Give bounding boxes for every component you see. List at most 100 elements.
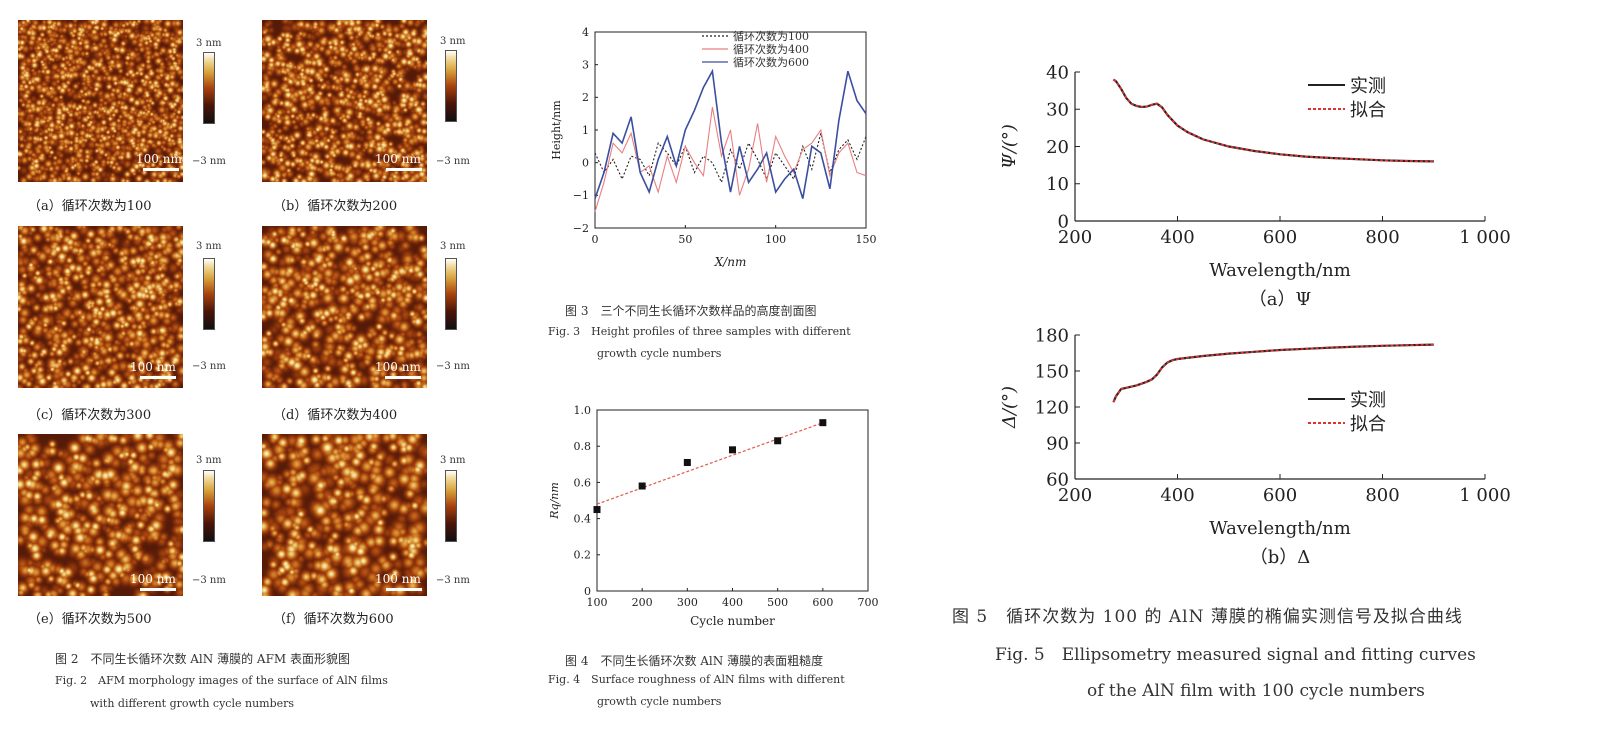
y-tick-label: 0 xyxy=(584,585,591,598)
scalebar-f xyxy=(386,588,422,591)
y-tick-label: −1 xyxy=(573,189,589,202)
data-point xyxy=(774,437,782,445)
x-tick-label: 600 xyxy=(1263,227,1297,248)
data-point xyxy=(683,458,691,466)
scalebar-e xyxy=(140,588,176,591)
fig3-caption-en-1: Fig. 3 Height profiles of three samples … xyxy=(548,325,851,338)
afm-label-f: （f）循环次数为600 xyxy=(273,612,394,627)
y-tick-label: 0.2 xyxy=(574,549,592,562)
fig2-caption-en-2: with different growth cycle numbers xyxy=(90,697,295,710)
colorbar-bottom-f: −3 nm xyxy=(436,575,470,586)
scalebar-label-a: 100 nm xyxy=(136,152,182,166)
data-point xyxy=(638,482,646,490)
x-tick-label: 500 xyxy=(767,596,788,609)
x-tick-label: 50 xyxy=(678,233,692,246)
afm-image-f xyxy=(262,434,427,596)
colorbar-d xyxy=(445,258,457,330)
scalebar-label-b: 100 nm xyxy=(375,152,421,166)
series-line-2 xyxy=(1112,78,1434,163)
legend-label-3: 循环次数为600 xyxy=(733,55,809,69)
y-tick-label: 90 xyxy=(1046,433,1069,454)
colorbar-top-b: 3 nm xyxy=(440,36,466,47)
y-tick-label: 4 xyxy=(582,26,589,39)
y-axis-label: Δ/(°) xyxy=(999,386,1020,429)
fig3-caption-cn: 图 3 三个不同生长循环次数样品的高度剖面图 xyxy=(565,304,817,318)
y-tick-label: 0.4 xyxy=(574,512,592,525)
afm-image-c xyxy=(18,226,183,388)
colorbar-e xyxy=(203,470,215,542)
x-tick-label: 300 xyxy=(677,596,698,609)
fig3-chart: 0 50 100 150 −2 −1 0 1 2 3 4 循环次数为100循环次数为400循环次数为6… xyxy=(550,26,877,269)
afm-label-d: （d）循环次数为400 xyxy=(273,408,398,423)
afm-image-d xyxy=(262,226,427,388)
fig2-caption-cn: 图 2 不同生长循环次数 AlN 薄膜的 AFM 表面形貌图 xyxy=(55,652,350,666)
fig2-caption-en-1: Fig. 2 AFM morphology images of the surf… xyxy=(55,674,388,687)
x-tick-label: 0 xyxy=(592,233,599,246)
y-tick-label: 0.6 xyxy=(574,476,592,489)
y-tick-label: 40 xyxy=(1046,62,1069,83)
x-tick-label: 1 000 xyxy=(1459,485,1510,506)
y-tick-label: 1 xyxy=(582,124,589,137)
data-point xyxy=(593,506,601,514)
x-tick-label: 400 xyxy=(1160,227,1194,248)
y-tick-label: 60 xyxy=(1046,469,1069,490)
colorbar-bottom-a: −3 nm xyxy=(192,156,226,167)
legend-label-2: 拟合 xyxy=(1350,414,1386,435)
x-axis-label: X/nm xyxy=(714,255,747,269)
scalebar-d xyxy=(385,376,421,379)
plot-frame xyxy=(596,409,869,592)
afm-image-b xyxy=(262,20,427,182)
x-tick-label: 400 xyxy=(722,596,743,609)
x-tick-label: 700 xyxy=(858,596,879,609)
fig4-caption-en-2: growth cycle numbers xyxy=(597,695,722,708)
y-axis-label: Height/nm xyxy=(550,100,563,160)
x-tick-label: 150 xyxy=(856,233,877,246)
y-tick-label: 20 xyxy=(1046,137,1069,158)
x-tick-label: 200 xyxy=(1058,227,1092,248)
fit-line xyxy=(596,422,824,505)
scalebar-label-e: 100 nm xyxy=(130,572,176,586)
data-point xyxy=(729,446,736,454)
fig4-caption-en-1: Fig. 4 Surface roughness of AlN films wi… xyxy=(548,673,845,686)
colorbar-top-c: 3 nm xyxy=(196,241,222,252)
y-tick-label: 10 xyxy=(1046,174,1069,195)
series-line-2 xyxy=(594,106,867,212)
x-tick-label: 600 xyxy=(812,596,833,609)
y-tick-label: 1.0 xyxy=(574,404,592,417)
afm-image-a xyxy=(18,20,183,182)
x-axis-label: Cycle number xyxy=(690,614,775,628)
x-tick-label: 600 xyxy=(1263,485,1297,506)
fig5-caption-cn: 图 5 循环次数为 100 的 AlN 薄膜的椭偏实测信号及拟合曲线 xyxy=(952,607,1463,627)
scalebar-a xyxy=(143,168,179,171)
colorbar-top-d: 3 nm xyxy=(440,241,466,252)
x-tick-label: 800 xyxy=(1365,227,1399,248)
series-line-2 xyxy=(1112,343,1434,403)
colorbar-top-e: 3 nm xyxy=(196,455,222,466)
scalebar-label-c: 100 nm xyxy=(130,360,176,374)
legend-label-1: 实测 xyxy=(1350,390,1386,411)
panel-label: （b）Δ xyxy=(1250,547,1311,568)
x-tick-label: 800 xyxy=(1365,485,1399,506)
colorbar-bottom-c: −3 nm xyxy=(192,361,226,372)
y-axis-label: Rq/nm xyxy=(548,482,561,520)
data-point xyxy=(819,419,827,427)
y-tick-label: 3 xyxy=(582,59,589,72)
y-tick-label: 180 xyxy=(1035,325,1069,346)
y-tick-label: 2 xyxy=(582,91,589,104)
colorbar-a xyxy=(203,52,215,124)
panel-label: （a）Ψ xyxy=(1249,289,1312,310)
fig4-caption-cn: 图 4 不同生长循环次数 AlN 薄膜的表面粗糙度 xyxy=(565,654,824,668)
x-axis-label: Wavelength/nm xyxy=(1209,518,1351,539)
scalebar-c xyxy=(140,376,176,379)
scalebar-label-f: 100 nm xyxy=(375,572,421,586)
x-tick-label: 100 xyxy=(587,596,608,609)
x-tick-label: 400 xyxy=(1160,485,1194,506)
scalebar-b xyxy=(386,168,422,171)
afm-label-e: （e）循环次数为500 xyxy=(28,612,152,627)
legend-label-2: 拟合 xyxy=(1350,100,1386,121)
x-tick-label: 200 xyxy=(1058,485,1092,506)
afm-label-c: （c）循环次数为300 xyxy=(28,408,152,423)
colorbar-top-f: 3 nm xyxy=(440,455,466,466)
